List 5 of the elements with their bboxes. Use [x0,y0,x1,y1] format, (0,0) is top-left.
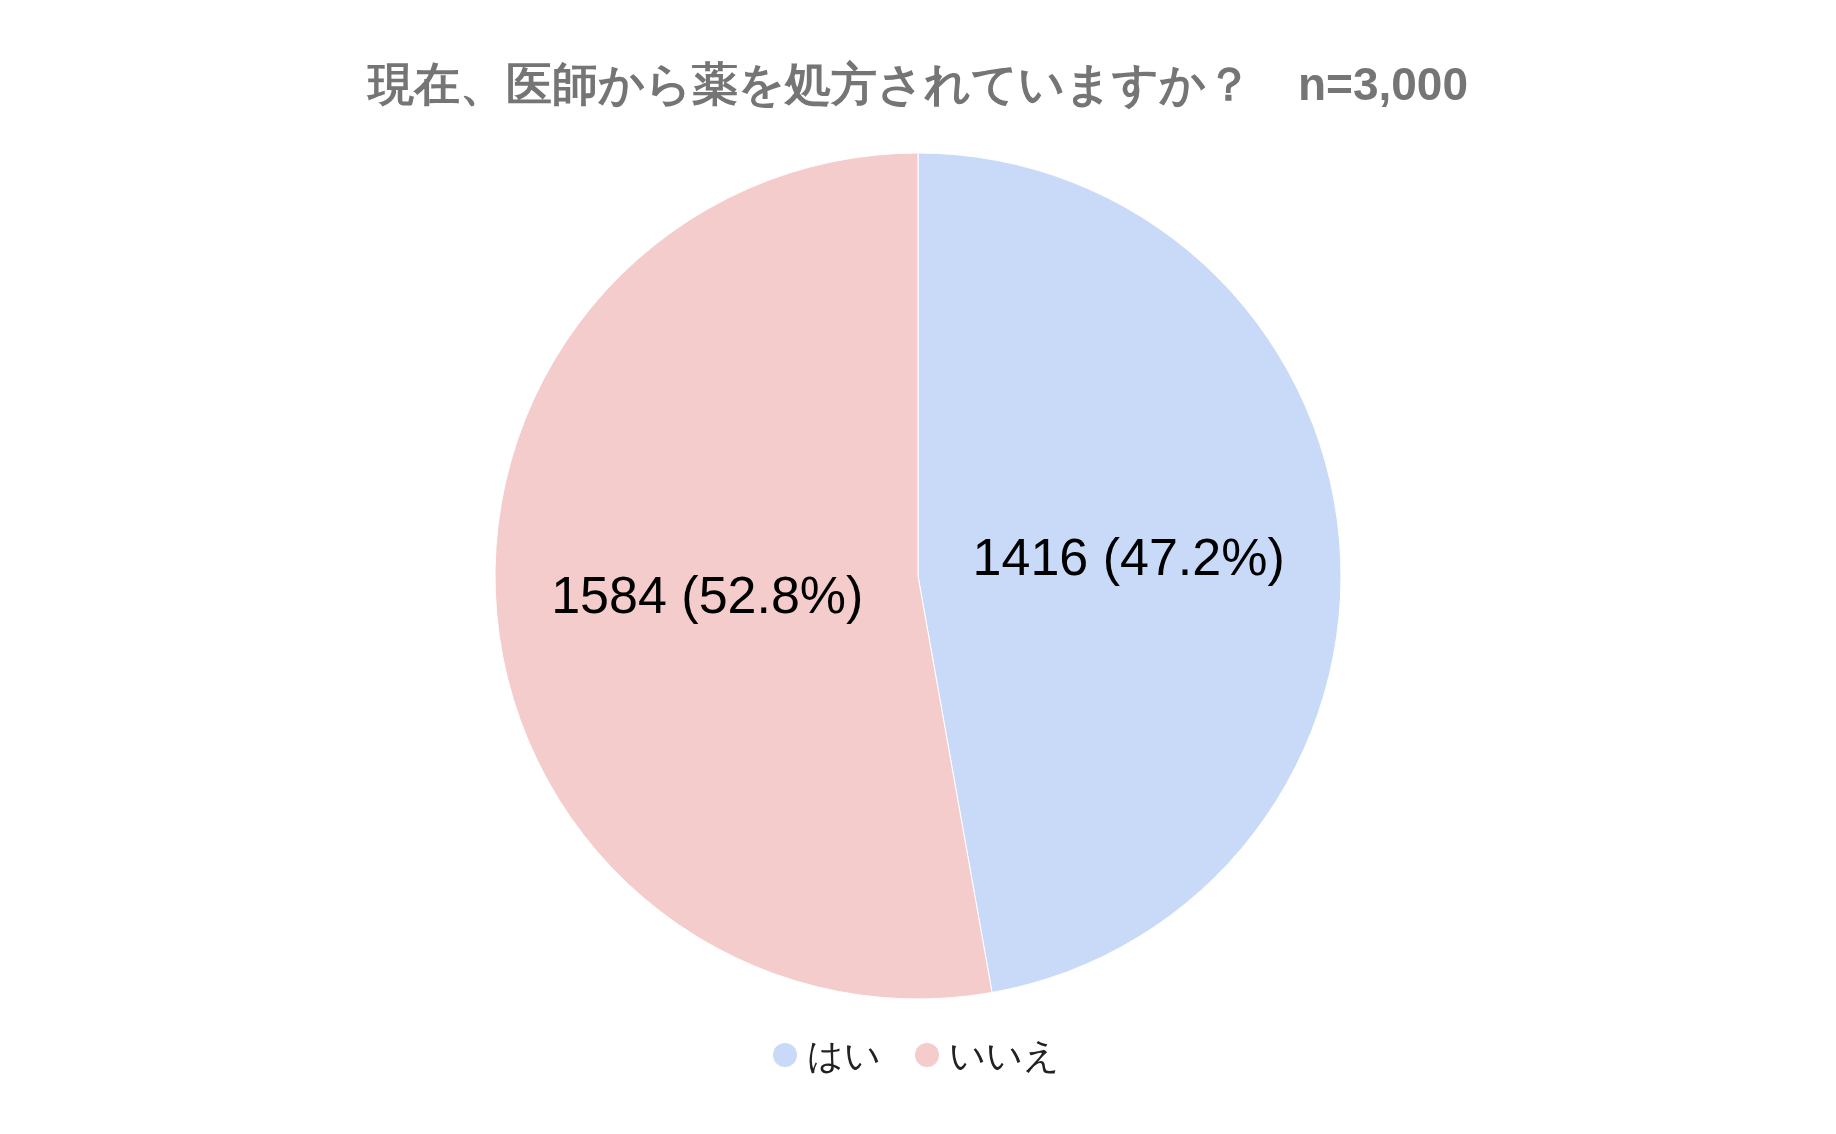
legend-label: はい [807,1034,881,1076]
chart-title: 現在、医師から薬を処方されていますか？ n=3,000 [365,58,1469,110]
data-label: 1416 (47.2%) [972,528,1285,587]
data-label: 1584 (52.8%) [551,565,864,624]
legend-label: いいえ [949,1034,1060,1076]
